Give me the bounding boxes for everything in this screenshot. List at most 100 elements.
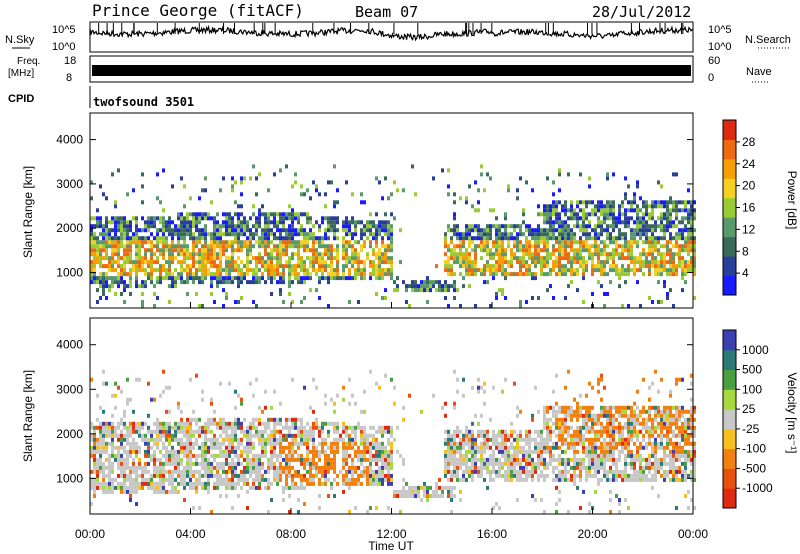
heatmap-cell bbox=[324, 232, 327, 237]
heatmap-cell bbox=[258, 212, 261, 217]
heatmap-cell bbox=[504, 449, 507, 454]
heatmap-cell bbox=[216, 252, 219, 257]
heatmap-cell bbox=[669, 268, 672, 273]
heatmap-cell bbox=[129, 228, 132, 233]
heatmap-cell bbox=[255, 240, 258, 245]
heatmap-cell bbox=[504, 441, 507, 446]
heatmap-cell bbox=[369, 465, 372, 470]
heatmap-cell bbox=[258, 469, 261, 474]
heatmap-cell bbox=[303, 248, 306, 253]
heatmap-cell bbox=[120, 421, 123, 426]
heatmap-cell bbox=[636, 228, 639, 233]
heatmap-cell bbox=[462, 264, 465, 269]
heatmap-cell bbox=[600, 224, 603, 229]
heatmap-cell bbox=[237, 212, 240, 217]
heatmap-cell bbox=[342, 429, 345, 434]
heatmap-cell bbox=[534, 385, 537, 390]
heatmap-cell bbox=[324, 421, 327, 426]
heatmap-cell bbox=[105, 457, 108, 462]
heatmap-cell bbox=[387, 268, 390, 273]
heatmap-cell bbox=[486, 264, 489, 269]
heatmap-cell bbox=[144, 240, 147, 245]
heatmap-cell bbox=[495, 240, 498, 245]
heatmap-cell bbox=[138, 425, 141, 430]
heatmap-cell bbox=[195, 477, 198, 482]
heatmap-cell bbox=[294, 212, 297, 217]
heatmap-cell bbox=[120, 433, 123, 438]
heatmap-cell bbox=[549, 405, 552, 410]
heatmap-cell bbox=[216, 453, 219, 458]
heatmap-cell bbox=[111, 393, 114, 398]
heatmap-cell bbox=[567, 252, 570, 257]
heatmap-cell bbox=[99, 421, 102, 426]
nave-tick-high: 60 bbox=[708, 55, 720, 67]
heatmap-cell bbox=[516, 441, 519, 446]
heatmap-cell bbox=[345, 441, 348, 446]
heatmap-cell bbox=[420, 409, 423, 414]
heatmap-cell bbox=[489, 256, 492, 261]
heatmap-cell bbox=[192, 445, 195, 450]
heatmap-cell bbox=[153, 485, 156, 490]
heatmap-cell bbox=[570, 425, 573, 430]
heatmap-cell bbox=[174, 248, 177, 253]
heatmap-cell bbox=[594, 437, 597, 442]
heatmap-cell bbox=[369, 449, 372, 454]
heatmap-cell bbox=[282, 240, 285, 245]
heatmap-cell bbox=[282, 236, 285, 241]
heatmap-cell bbox=[267, 481, 270, 486]
heatmap-cell bbox=[372, 441, 375, 446]
heatmap-cell bbox=[303, 240, 306, 245]
heatmap-cell bbox=[600, 208, 603, 213]
heatmap-cell bbox=[672, 304, 675, 308]
heatmap-cell bbox=[336, 244, 339, 249]
heatmap-cell bbox=[198, 264, 201, 269]
heatmap-cell bbox=[306, 268, 309, 273]
heatmap-cell bbox=[516, 196, 519, 201]
heatmap-cell bbox=[345, 473, 348, 478]
heatmap-cell bbox=[645, 212, 648, 217]
heatmap-cell bbox=[603, 409, 606, 414]
heatmap-cell bbox=[129, 397, 132, 402]
heatmap-cell bbox=[531, 188, 534, 193]
heatmap-cell bbox=[597, 461, 600, 466]
heatmap-cell bbox=[687, 268, 690, 273]
heatmap-cell bbox=[678, 256, 681, 261]
freq-unit: [MHz] bbox=[8, 68, 34, 79]
heatmap-cell bbox=[582, 208, 585, 213]
heatmap-cell bbox=[264, 477, 267, 482]
heatmap-cell bbox=[447, 445, 450, 450]
heatmap-cell bbox=[279, 252, 282, 257]
heatmap-cell bbox=[135, 421, 138, 426]
heatmap-cell bbox=[600, 204, 603, 209]
heatmap-cell bbox=[186, 264, 189, 269]
heatmap-cell bbox=[171, 276, 174, 281]
heatmap-cell bbox=[567, 429, 570, 434]
heatmap-cell bbox=[120, 280, 123, 285]
heatmap-cell bbox=[504, 260, 507, 265]
heatmap-cell bbox=[498, 224, 501, 229]
heatmap-cell bbox=[477, 469, 480, 474]
heatmap-cell bbox=[315, 465, 318, 470]
heatmap-cell bbox=[252, 445, 255, 450]
heatmap-cell bbox=[210, 401, 213, 406]
heatmap-cell bbox=[234, 248, 237, 253]
heatmap-cell bbox=[633, 232, 636, 237]
heatmap-cell bbox=[366, 510, 369, 514]
heatmap-cell bbox=[183, 421, 186, 426]
heatmap-cell bbox=[222, 449, 225, 454]
heatmap-cell bbox=[108, 489, 111, 494]
heatmap-cell bbox=[165, 437, 168, 442]
heatmap-cell bbox=[384, 445, 387, 450]
heatmap-cell bbox=[648, 252, 651, 257]
heatmap-cell bbox=[267, 256, 270, 261]
heatmap-cell bbox=[570, 477, 573, 482]
heatmap-cell bbox=[375, 445, 378, 450]
heatmap-cell bbox=[582, 260, 585, 265]
heatmap-cell bbox=[138, 228, 141, 233]
heatmap-cell bbox=[501, 437, 504, 442]
heatmap-cell bbox=[681, 200, 684, 205]
heatmap-cell bbox=[243, 429, 246, 434]
heatmap-cell bbox=[618, 220, 621, 225]
heatmap-cell bbox=[114, 224, 117, 229]
heatmap-cell bbox=[585, 264, 588, 269]
